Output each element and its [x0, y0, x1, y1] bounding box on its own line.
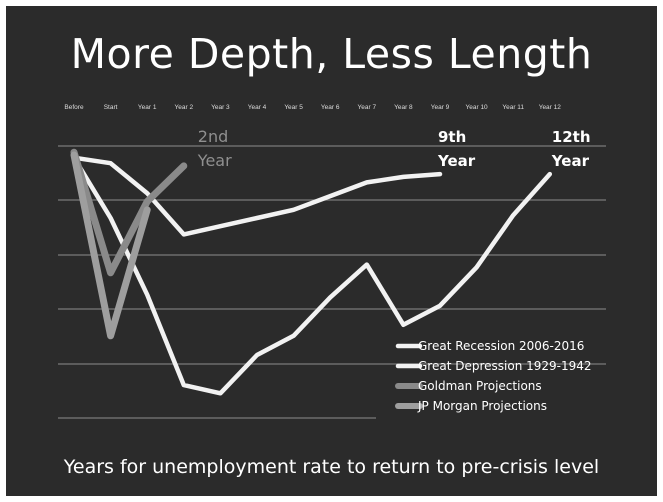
- slide: More Depth, Less Length Years for unempl…: [6, 6, 657, 496]
- annotation-label: 2nd: [198, 127, 228, 146]
- annotation-label: Year: [437, 152, 476, 170]
- x-tick-label: Year 8: [394, 104, 413, 111]
- x-tick-label: Before: [64, 104, 84, 111]
- x-tick-label: Year 12: [539, 104, 562, 111]
- chart-subtitle: Years for unemployment rate to return to…: [63, 456, 600, 478]
- x-tick-label: Year 9: [431, 104, 450, 111]
- x-tick-label: Start: [104, 104, 118, 111]
- legend-label: Goldman Projections: [418, 379, 542, 393]
- annotation-label: Year: [551, 152, 590, 170]
- x-tick-label: Year 2: [175, 104, 194, 111]
- x-tick-label: Year 7: [358, 104, 377, 111]
- annotation-label: 12th: [552, 128, 591, 146]
- annotation-label: Year: [197, 151, 232, 170]
- legend-label: Great Recession 2006-2016: [418, 339, 584, 353]
- legend-label: Great Depression 1929-1942: [418, 359, 592, 373]
- x-tick-label: Year 10: [466, 104, 489, 111]
- series-line-0: [71, 155, 443, 237]
- series-line-3: [70, 151, 151, 340]
- series-line-1: [71, 155, 553, 396]
- line-chart: Before Start Year 1 Year 2 Year 3 Year 4 Year …: [58, 104, 606, 419]
- x-tick-label: Year 4: [248, 104, 267, 111]
- series-line-2: [70, 148, 188, 277]
- x-tick-label: Year 6: [321, 104, 340, 111]
- x-tick-label: Year 1: [138, 104, 157, 111]
- legend-label: JP Morgan Projections: [417, 399, 547, 413]
- x-tick-label: Year 3: [211, 104, 230, 111]
- x-tick-label: Year 5: [284, 104, 303, 111]
- chart-title: More Depth, Less Length: [70, 30, 593, 78]
- annotation-label: 9th: [438, 128, 466, 146]
- x-tick-label: Year 11: [502, 104, 524, 111]
